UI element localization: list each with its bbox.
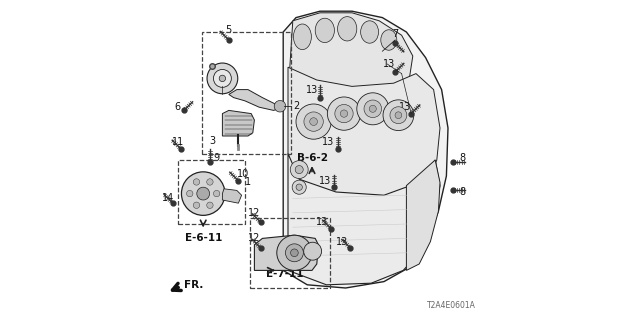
Circle shape <box>182 172 225 215</box>
Circle shape <box>390 107 407 124</box>
Text: 5: 5 <box>226 25 232 36</box>
Circle shape <box>383 100 414 131</box>
Circle shape <box>275 100 285 112</box>
Ellipse shape <box>338 17 357 41</box>
Polygon shape <box>283 11 448 288</box>
Bar <box>250 218 330 288</box>
Bar <box>202 32 291 154</box>
Polygon shape <box>223 189 242 203</box>
Text: 10: 10 <box>237 169 250 180</box>
Bar <box>178 160 245 224</box>
Circle shape <box>193 179 200 185</box>
Circle shape <box>276 235 312 270</box>
Text: 13: 13 <box>383 59 395 69</box>
Text: 9: 9 <box>213 153 219 164</box>
Text: 7: 7 <box>392 28 398 39</box>
Text: 12: 12 <box>248 233 260 244</box>
Polygon shape <box>406 160 440 270</box>
Circle shape <box>295 165 303 174</box>
Polygon shape <box>254 235 319 270</box>
Text: 13: 13 <box>316 217 328 228</box>
Circle shape <box>335 104 353 123</box>
Text: 2: 2 <box>293 101 299 111</box>
Circle shape <box>304 112 323 131</box>
Circle shape <box>207 202 213 208</box>
Text: E-7-11: E-7-11 <box>266 268 303 279</box>
Circle shape <box>207 179 213 185</box>
Text: 1: 1 <box>245 177 251 188</box>
Circle shape <box>310 118 317 125</box>
Circle shape <box>193 202 200 208</box>
Text: T2A4E0601A: T2A4E0601A <box>427 301 476 310</box>
Text: 13: 13 <box>322 137 334 148</box>
Ellipse shape <box>361 21 379 43</box>
Text: 11: 11 <box>172 137 184 148</box>
Circle shape <box>187 190 193 197</box>
Circle shape <box>357 93 389 125</box>
Polygon shape <box>288 67 440 202</box>
Circle shape <box>214 190 220 197</box>
Polygon shape <box>290 13 413 90</box>
Circle shape <box>207 63 238 94</box>
Polygon shape <box>223 110 254 136</box>
Circle shape <box>395 112 402 119</box>
Text: 6: 6 <box>175 102 180 112</box>
Circle shape <box>369 105 376 112</box>
Circle shape <box>296 184 302 190</box>
Circle shape <box>285 244 303 262</box>
Text: B-6-2: B-6-2 <box>296 153 328 164</box>
Text: 8: 8 <box>460 187 465 197</box>
Text: 14: 14 <box>162 193 174 204</box>
Circle shape <box>214 69 232 87</box>
Circle shape <box>291 161 308 179</box>
Circle shape <box>291 249 298 257</box>
Circle shape <box>340 110 348 117</box>
Ellipse shape <box>381 30 397 50</box>
Text: 13: 13 <box>399 102 411 112</box>
Text: FR.: FR. <box>184 280 204 290</box>
Polygon shape <box>229 90 283 110</box>
Circle shape <box>219 75 226 82</box>
Text: 13: 13 <box>306 84 318 95</box>
Ellipse shape <box>293 24 311 50</box>
Text: 13: 13 <box>336 236 349 247</box>
Text: E-6-11: E-6-11 <box>184 233 222 244</box>
Text: 8: 8 <box>460 153 465 164</box>
Text: 13: 13 <box>319 176 331 186</box>
Circle shape <box>296 104 332 139</box>
Text: 12: 12 <box>248 208 260 218</box>
Circle shape <box>364 100 381 117</box>
Circle shape <box>197 187 210 200</box>
Polygon shape <box>288 154 440 285</box>
Ellipse shape <box>315 18 335 43</box>
Text: 4: 4 <box>213 76 219 87</box>
Circle shape <box>292 180 307 194</box>
Circle shape <box>328 97 361 130</box>
Circle shape <box>304 242 321 260</box>
Text: 3: 3 <box>210 136 216 146</box>
